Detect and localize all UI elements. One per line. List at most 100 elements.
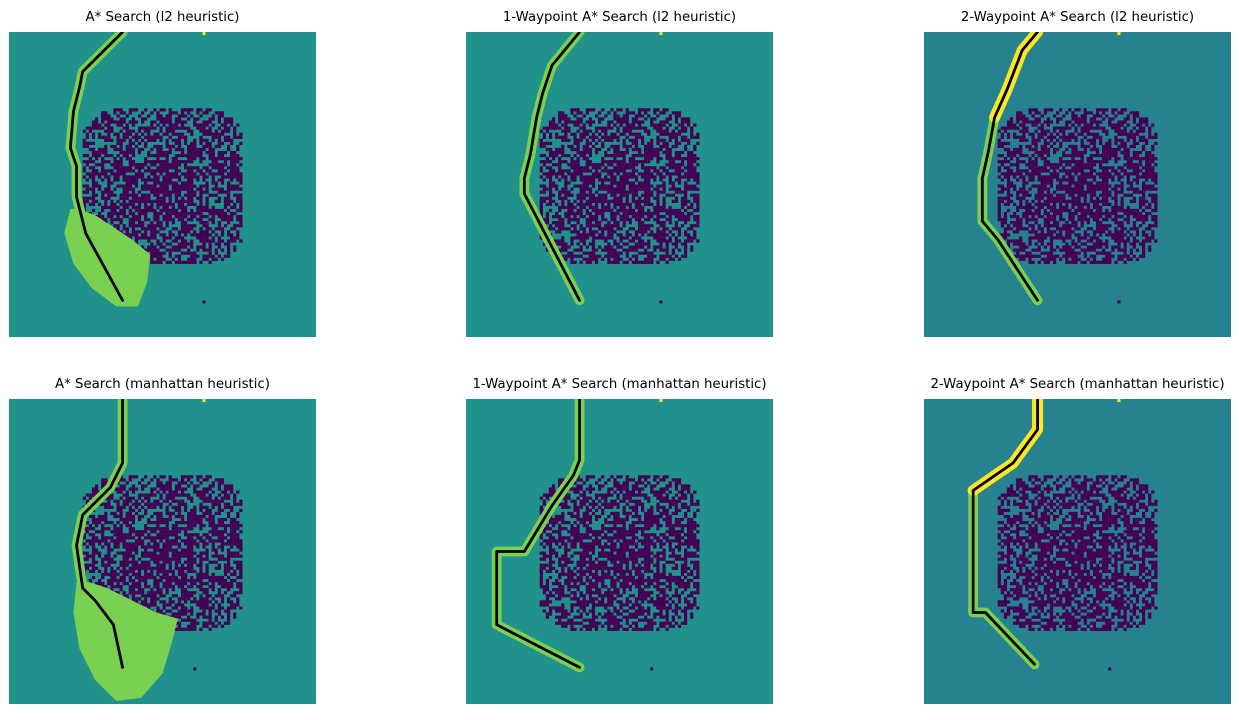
- obstacle-cell: [223, 218, 228, 222]
- obstacle-cell: [1019, 117, 1023, 121]
- obstacle-cell: [104, 478, 108, 482]
- obstacle-cell: [220, 499, 225, 503]
- obstacle-cell: [1089, 260, 1094, 264]
- obstacle-cell: [128, 211, 132, 216]
- obstacle-cell: [542, 154, 546, 158]
- obstacle-cell: [88, 202, 93, 207]
- obstacle-cell: [165, 499, 169, 503]
- obstacle-cell: [1089, 138, 1094, 142]
- obstacle-cell: [644, 150, 648, 155]
- obstacle-cell: [1025, 218, 1029, 222]
- obstacle-cell: [570, 257, 574, 261]
- obstacle-cell: [570, 202, 574, 207]
- obstacle-cell: [659, 138, 663, 142]
- obstacle-cell: [677, 187, 682, 191]
- obstacle-cell: [1022, 248, 1026, 252]
- obstacle-cell: [564, 215, 568, 219]
- obstacle-cell: [150, 227, 154, 231]
- obstacle-cell: [573, 230, 577, 234]
- obstacle-cell: [1132, 236, 1136, 240]
- obstacle-cell: [1046, 181, 1051, 185]
- obstacle-cell: [1028, 257, 1032, 261]
- obstacle-cell: [1025, 190, 1029, 194]
- obstacle-cell: [180, 187, 185, 191]
- obstacle-cell: [171, 157, 175, 161]
- obstacle-cell: [1056, 208, 1060, 213]
- obstacle-cell: [1046, 169, 1051, 173]
- obstacle-cell: [1080, 163, 1084, 167]
- obstacle-cell: [183, 108, 188, 112]
- obstacle-cell: [205, 187, 209, 191]
- obstacle-cell: [239, 202, 243, 207]
- obstacle-cell: [174, 126, 179, 130]
- obstacle-cell: [1105, 144, 1109, 149]
- obstacle-cell: [591, 239, 596, 243]
- obstacle-cell: [168, 111, 172, 115]
- obstacle-cell: [1129, 160, 1133, 164]
- obstacle-cell: [147, 187, 151, 191]
- obstacle-cell: [696, 205, 700, 210]
- obstacle-cell: [220, 215, 225, 219]
- obstacle-cell: [1141, 196, 1146, 200]
- obstacle-cell: [585, 163, 589, 167]
- obstacle-cell: [656, 108, 660, 112]
- obstacle-cell: [1068, 254, 1072, 258]
- obstacle-cell: [211, 505, 215, 509]
- obstacle-cell: [576, 196, 580, 200]
- obstacle-cell: [662, 202, 666, 207]
- obstacle-cell: [122, 227, 126, 231]
- obstacle-cell: [1062, 187, 1066, 191]
- obstacle-cell: [693, 233, 697, 237]
- obstacle-cell: [214, 184, 218, 188]
- obstacle-cell: [640, 154, 645, 158]
- obstacle-cell: [1071, 239, 1075, 243]
- obstacle-cell: [116, 215, 120, 219]
- obstacle-cell: [1114, 184, 1118, 188]
- obstacle-cell: [1031, 108, 1035, 112]
- obstacle-cell: [104, 114, 108, 118]
- obstacle-cell: [1077, 208, 1081, 213]
- obstacle-cell: [162, 117, 166, 121]
- obstacle-cell: [1132, 114, 1136, 118]
- obstacle-cell: [233, 184, 237, 188]
- obstacle-cell: [610, 163, 614, 167]
- obstacle-cell: [116, 132, 120, 136]
- obstacle-cell: [1040, 144, 1044, 149]
- obstacle-cell: [233, 245, 237, 249]
- obstacle-cell: [202, 505, 206, 509]
- obstacle-cell: [1034, 144, 1038, 149]
- obstacle-cell: [671, 132, 675, 136]
- obstacle-cell: [1092, 178, 1097, 182]
- obstacle-cell: [680, 254, 685, 258]
- obstacle-cell: [1034, 138, 1038, 142]
- obstacle-cell: [585, 187, 589, 191]
- obstacle-cell: [1025, 215, 1029, 219]
- obstacle-cell: [162, 251, 166, 255]
- obstacle-cell: [187, 169, 191, 173]
- obstacle-cell: [659, 147, 663, 152]
- obstacle-cell: [1025, 251, 1029, 255]
- obstacle-cell: [1016, 147, 1020, 152]
- obstacle-cell: [187, 211, 191, 216]
- obstacle-cell: [1037, 224, 1041, 228]
- obstacle-cell: [223, 120, 228, 124]
- obstacle-cell: [1022, 114, 1026, 118]
- obstacle-cell: [668, 160, 672, 164]
- obstacle-cell: [150, 487, 154, 491]
- obstacle-cell: [1077, 117, 1081, 121]
- obstacle-cell: [1120, 233, 1124, 237]
- obstacle-cell: [659, 248, 663, 252]
- obstacle-cell: [1016, 157, 1020, 161]
- obstacle-cell: [233, 126, 237, 130]
- obstacle-cell: [662, 138, 666, 142]
- obstacle-cell: [1056, 138, 1060, 142]
- obstacle-cell: [1077, 160, 1081, 164]
- obstacle-cell: [598, 184, 602, 188]
- obstacle-cell: [616, 184, 620, 188]
- obstacle-cell: [122, 193, 126, 197]
- obstacle-cell: [226, 230, 231, 234]
- obstacle-cell: [174, 172, 179, 176]
- obstacle-cell: [180, 154, 185, 158]
- obstacle-cell: [1114, 157, 1118, 161]
- obstacle-cell: [659, 190, 663, 194]
